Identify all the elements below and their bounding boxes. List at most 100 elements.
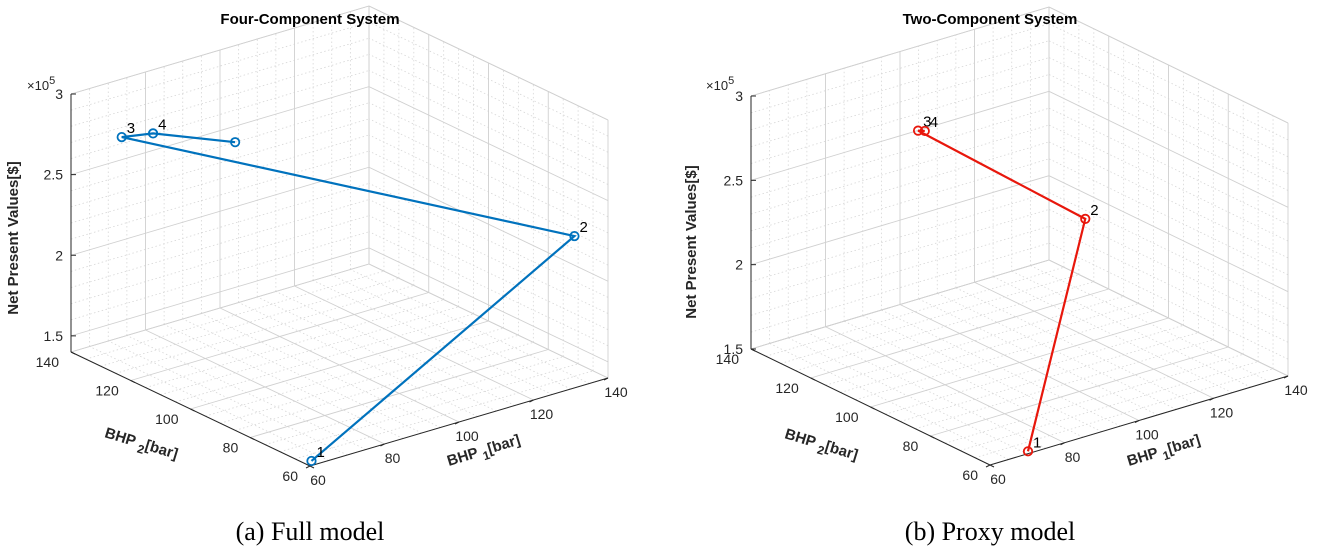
pane-edge	[750, 6, 1050, 97]
y-axis-label: BHP 2[bar]	[782, 426, 860, 468]
major-grid-line	[70, 247, 370, 337]
y-tick-label: 140	[36, 354, 60, 370]
x-axis-label: BHP 1[bar]	[445, 432, 523, 474]
z-tick-label: 3	[55, 86, 63, 102]
x-tick-mark	[1209, 397, 1214, 401]
data-point-marker	[1022, 446, 1034, 457]
z-tick-label: 3	[735, 88, 743, 104]
caption-full-model: (a) Full model	[236, 517, 385, 546]
y-tick-label: 120	[775, 380, 799, 396]
pane-edge	[1048, 259, 1289, 377]
data-point-marker	[919, 125, 930, 137]
z-tick-label: 2	[55, 247, 63, 263]
x-tick-mark	[1283, 375, 1289, 379]
chart-four-component: 60 80 100 120 140 60 80 100 120 140 1.5 2 2.5 3 Four-C…	[5, 5, 628, 488]
data-point-label: 1	[1033, 434, 1041, 451]
x-tick-mark	[1060, 442, 1065, 446]
pane-edge	[1048, 6, 1289, 124]
y-tick-label: 80	[903, 438, 919, 454]
y-tick-mark	[870, 406, 875, 410]
series-line	[121, 132, 577, 462]
x-tick-label: 100	[1135, 427, 1159, 443]
x-tick-mark	[985, 464, 991, 468]
y-tick-mark	[190, 408, 195, 412]
y-tick-label: 120	[95, 383, 119, 399]
data-point-marker	[306, 455, 317, 467]
z-tick-label: 2	[735, 257, 743, 273]
z-multiplier: ×105	[27, 75, 55, 93]
major-grid-line	[368, 86, 609, 202]
data-point-marker	[147, 128, 159, 139]
y-tick-mark	[930, 435, 935, 439]
chart-title: Two-Component System	[903, 11, 1078, 28]
data-point-label: 2	[579, 219, 587, 236]
data-point-marker	[912, 125, 924, 136]
data-point-label: 4	[158, 116, 166, 133]
y-tick-mark	[989, 464, 995, 468]
x-tick-mark	[380, 443, 385, 447]
major-grid-line	[130, 292, 429, 381]
z-tick-label: 1.5	[44, 328, 64, 344]
y-tick-mark	[309, 465, 315, 469]
x-tick-label: 140	[604, 384, 628, 400]
x-tick-label: 60	[990, 471, 1006, 487]
major-grid-line	[810, 288, 1109, 379]
x-tick-label: 60	[310, 472, 326, 488]
data-point-marker	[1080, 213, 1091, 224]
x-tick-label: 80	[1065, 449, 1081, 465]
major-grid-line	[1048, 175, 1289, 293]
y-tick-label: 60	[282, 468, 298, 484]
y-tick-label: 100	[155, 411, 179, 427]
major-grid-line	[368, 166, 609, 282]
y-tick-label: 100	[835, 409, 859, 425]
major-grid-line	[368, 247, 609, 363]
y-tick-label: 60	[962, 467, 978, 483]
x-tick-mark	[454, 421, 460, 425]
major-grid-line	[750, 90, 1050, 181]
y-axis-label: BHP 2[bar]	[102, 425, 180, 467]
data-point-label: 4	[930, 114, 938, 131]
x-tick-mark	[529, 399, 534, 403]
z-axis-label: Net Present Values[$]	[5, 161, 22, 314]
z-tick-label: 1.5	[724, 341, 744, 357]
major-grid-line	[870, 317, 1169, 408]
data-point-marker	[116, 132, 127, 143]
x-tick-mark	[603, 377, 609, 381]
major-grid-line	[930, 346, 1229, 437]
y-tick-mark	[250, 437, 255, 440]
major-grid-line	[70, 86, 370, 176]
z-multiplier: ×105	[706, 75, 734, 93]
major-grid-line	[190, 320, 489, 410]
z-tick-label: 2.5	[724, 172, 744, 188]
data-point-label: 3	[127, 120, 135, 137]
z-tick-label: 2.5	[44, 167, 64, 183]
pane-edge	[70, 263, 370, 353]
x-tick-label: 120	[1210, 404, 1234, 420]
chart-title: Four-Component System	[220, 11, 399, 28]
y-tick-mark	[810, 377, 815, 381]
x-tick-label: 80	[385, 450, 401, 466]
y-tick-mark	[70, 351, 76, 355]
data-point-label: 2	[1090, 202, 1098, 219]
major-grid-line	[70, 166, 370, 256]
major-grid-line	[250, 349, 549, 438]
data-point-marker	[230, 137, 241, 148]
data-point-marker	[569, 230, 580, 242]
x-tick-label: 120	[530, 406, 554, 422]
y-tick-mark	[130, 380, 135, 383]
x-tick-label: 140	[1284, 382, 1308, 398]
x-tick-label: 100	[455, 428, 479, 444]
pane-edge	[750, 259, 1050, 350]
caption-proxy-model: (b) Proxy model	[905, 517, 1075, 546]
pane-edge	[70, 5, 370, 95]
pane-edge	[368, 263, 609, 379]
y-tick-label: 80	[223, 440, 239, 456]
x-tick-mark	[1134, 420, 1140, 423]
major-grid-line	[1048, 90, 1289, 208]
data-point-label: 1	[316, 444, 324, 461]
chart-two-component: 608010012014060801001201401.522.53Two-Co…	[683, 6, 1308, 487]
y-tick-label: 140	[716, 351, 740, 367]
data-point-label: 3	[923, 114, 931, 131]
pane-edge	[368, 5, 609, 121]
